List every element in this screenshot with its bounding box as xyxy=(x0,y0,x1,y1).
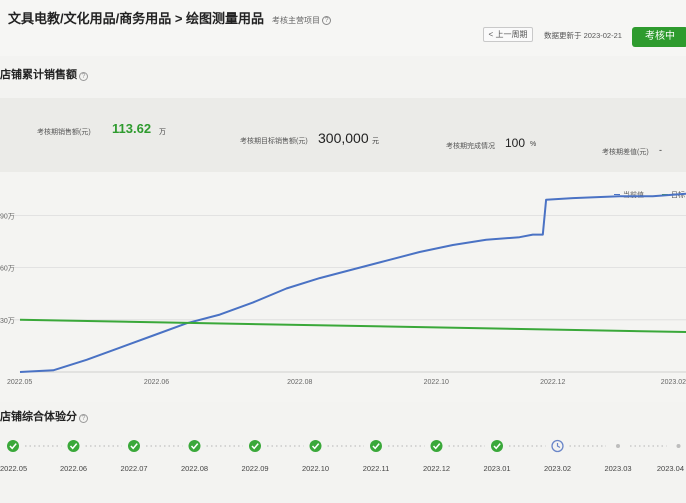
clock-icon xyxy=(551,439,564,453)
pending-dot-icon xyxy=(616,444,620,448)
check-icon xyxy=(67,440,80,452)
check-mark xyxy=(432,443,441,450)
timeline-month-label: 2023.03 xyxy=(604,464,631,473)
review-status-button[interactable]: 考核中 xyxy=(632,27,686,47)
check-icon xyxy=(309,440,322,452)
x-tick-label: 2023.02 xyxy=(661,379,686,386)
sales-section-title: 店铺累计销售额? xyxy=(0,66,88,82)
x-tick-label: 2022.05 xyxy=(7,379,32,386)
help-icon[interactable]: ? xyxy=(322,16,332,25)
timeline-month-label: 2023.04 xyxy=(657,464,684,473)
timeline-month-label: 2022.10 xyxy=(302,464,329,473)
x-tick-label: 2022.06 xyxy=(144,379,169,386)
legend-target-swatch xyxy=(662,193,668,195)
target-series-line xyxy=(19,318,686,333)
y-tick-label: 30万 xyxy=(0,317,15,325)
score-section-title: 店铺综合体验分? xyxy=(0,408,88,424)
y-tick-label: 60万 xyxy=(0,265,15,273)
score-timeline: 2022.05 2022.06 2022.07 2022.08 2022.09 2022.… xyxy=(0,439,684,473)
stats-panel: 考核期销售额(元) 113.62 万 考核期目标销售额(元) 300,000 元… xyxy=(0,98,686,172)
timeline-month-label: 2022.12 xyxy=(423,464,450,473)
timeline-month-label: 2022.08 xyxy=(181,464,208,473)
check-icon xyxy=(430,440,443,452)
sales-title-text: 店铺累计销售额 xyxy=(0,69,77,81)
update-timestamp: 数据更新于 2023-02-21 xyxy=(544,31,622,40)
period-sales-unit: 万 xyxy=(159,129,166,136)
sales-chart-area xyxy=(0,172,686,402)
check-mark xyxy=(190,443,199,450)
timeline-month-label: 2022.11 xyxy=(363,464,390,473)
check-icon xyxy=(7,440,19,452)
legend-current-swatch xyxy=(614,193,620,195)
check-icon xyxy=(188,440,201,452)
timeline-month-label: 2022.06 xyxy=(60,464,87,473)
check-mark xyxy=(311,443,320,450)
prev-period-button[interactable]: < 上一周期 xyxy=(483,27,533,42)
top-header: 文具电教/文化用品/商务用品 > 绘图测量用品 考核主营项目? < 上一周期 数据… xyxy=(0,0,686,56)
help-icon[interactable]: ? xyxy=(79,414,88,423)
check-mark xyxy=(69,443,78,450)
completion-unit: % xyxy=(530,141,537,148)
help-icon[interactable]: ? xyxy=(79,72,88,81)
period-sales-label: 考核期销售额(元) xyxy=(37,129,91,136)
x-tick-label: 2022.10 xyxy=(424,379,449,386)
target-sales-label: 考核期目标销售额(元) xyxy=(240,138,308,145)
target-sales-unit: 元 xyxy=(372,138,379,145)
completion-value: 100 xyxy=(505,136,526,150)
target-sales-value: 300,000 xyxy=(318,130,369,146)
completion-label: 考核期完成情况 xyxy=(446,143,495,150)
check-icon xyxy=(249,440,261,452)
legend-target-label: 目标 xyxy=(671,192,685,199)
timeline-month-label: 2022.07 xyxy=(120,464,147,473)
y-tick-label: 90万 xyxy=(0,212,15,220)
timeline-month-label: 2023.01 xyxy=(483,464,510,473)
x-tick-label: 2022.12 xyxy=(540,379,565,386)
check-icon xyxy=(370,440,382,452)
current-series-line xyxy=(19,192,686,373)
check-mark xyxy=(493,443,501,450)
timeline-month-label: 2022.09 xyxy=(241,464,268,473)
sales-line-chart: 30万 60万 90万 2022.05 2022.06 2022.08 2022.10 202… xyxy=(0,192,686,386)
clock-hands xyxy=(556,443,561,449)
diff-label: 考核期差值(元) xyxy=(602,149,649,156)
diff-value: - xyxy=(659,145,662,155)
check-icon xyxy=(128,440,140,452)
check-mark xyxy=(251,443,259,450)
score-title-text: 店铺综合体验分 xyxy=(0,411,77,423)
check-mark xyxy=(9,443,17,450)
timeline-month-label: 2023.02 xyxy=(544,464,571,473)
check-mark xyxy=(130,443,138,450)
legend-target: 目标 xyxy=(662,190,685,200)
period-sales-value: 113.62 xyxy=(112,121,152,136)
pending-dot-icon xyxy=(676,444,681,448)
check-icon xyxy=(491,440,503,452)
breadcrumb-text: 文具电教/文化用品/商务用品 > 绘图测量用品 xyxy=(8,11,265,26)
check-mark xyxy=(372,443,380,450)
x-tick-label: 2022.08 xyxy=(287,379,312,386)
timeline-month-label: 2022.05 xyxy=(0,464,27,473)
breadcrumb: 文具电教/文化用品/商务用品 > 绘图测量用品 考核主营项目? xyxy=(8,8,332,27)
breadcrumb-sub: 考核主营项目 xyxy=(272,16,321,25)
